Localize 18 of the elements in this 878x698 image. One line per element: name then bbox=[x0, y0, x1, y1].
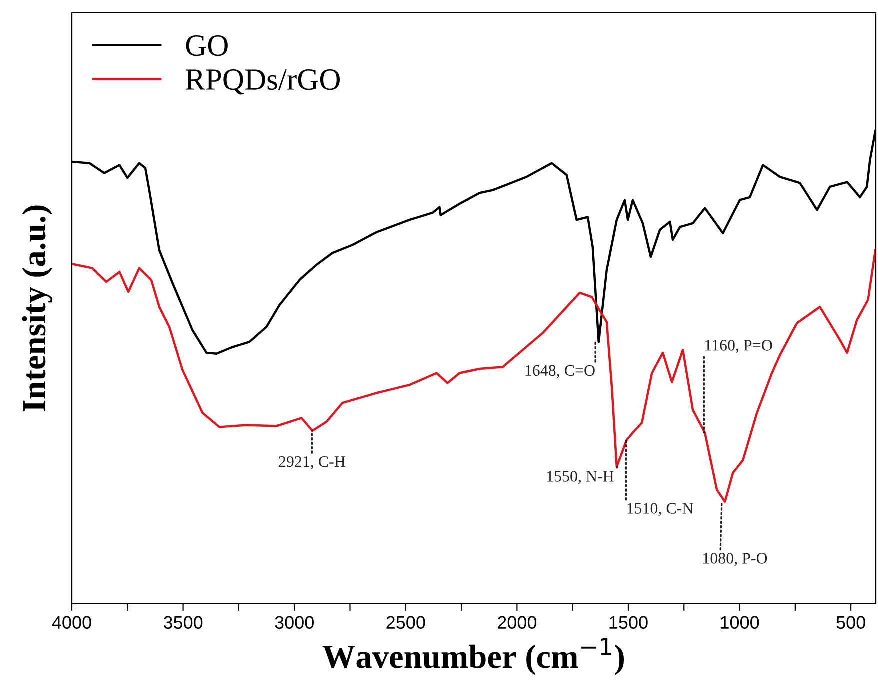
x-tick-label: 2500 bbox=[386, 616, 426, 630]
annotation: 1550, N-H bbox=[547, 471, 614, 484]
annotation: 1080, P-O bbox=[704, 553, 768, 566]
x-tick-label: 3500 bbox=[164, 616, 203, 630]
x-tick-label: 1500 bbox=[610, 616, 648, 630]
x-axis-title: Wavenumber (cm$^{−1}$) bbox=[322, 638, 624, 676]
x-tick-label: 500 bbox=[836, 616, 866, 630]
x-tick-label: 4000 bbox=[52, 616, 92, 630]
annotation: 1160, P=O bbox=[706, 340, 772, 354]
y-axis-title: Intensity (a.u.) bbox=[22, 206, 53, 412]
x-tick-label: 2000 bbox=[498, 616, 537, 630]
annotation: 1648, C=O bbox=[526, 365, 595, 378]
annotation: 2921, C-H bbox=[279, 456, 346, 470]
legend-label: RPQDs/rGO bbox=[186, 70, 340, 95]
annotation: 1510, C-N bbox=[628, 503, 694, 516]
legend-label: GO bbox=[186, 36, 228, 56]
x-tick-label: 3000 bbox=[275, 616, 314, 630]
x-tick-label: 1000 bbox=[721, 616, 760, 630]
